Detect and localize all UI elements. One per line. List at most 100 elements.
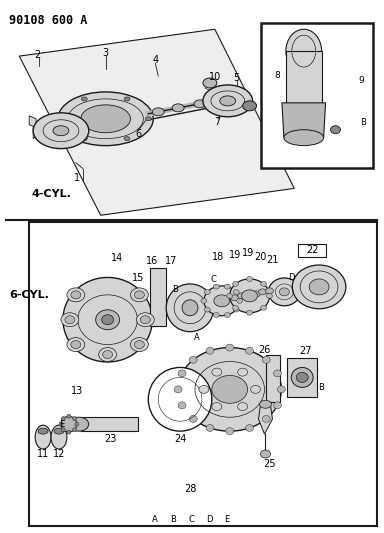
Ellipse shape [141, 316, 150, 324]
Ellipse shape [309, 279, 329, 295]
Text: 19: 19 [228, 250, 241, 260]
Ellipse shape [81, 105, 131, 133]
Ellipse shape [242, 290, 258, 302]
Ellipse shape [260, 450, 270, 458]
Ellipse shape [124, 136, 130, 141]
Text: 1: 1 [74, 173, 80, 183]
Ellipse shape [35, 425, 51, 449]
Ellipse shape [206, 424, 214, 431]
Ellipse shape [237, 298, 243, 303]
Ellipse shape [243, 101, 257, 111]
Ellipse shape [178, 370, 186, 377]
Ellipse shape [134, 341, 144, 349]
Text: 21: 21 [266, 255, 279, 265]
Ellipse shape [258, 289, 266, 295]
Ellipse shape [189, 357, 197, 364]
Ellipse shape [273, 370, 281, 377]
Ellipse shape [292, 265, 346, 309]
Text: 90108 600 A: 90108 600 A [9, 14, 88, 27]
Text: 4-CYL.: 4-CYL. [31, 189, 71, 199]
Ellipse shape [38, 428, 48, 434]
Ellipse shape [201, 298, 207, 303]
Ellipse shape [265, 288, 273, 294]
Bar [266, 354, 280, 402]
Ellipse shape [61, 417, 65, 421]
Ellipse shape [204, 307, 210, 312]
Text: 15: 15 [132, 273, 145, 283]
Ellipse shape [152, 108, 164, 116]
Ellipse shape [226, 344, 234, 351]
Ellipse shape [81, 136, 87, 141]
Text: 11: 11 [37, 449, 49, 459]
Ellipse shape [262, 415, 270, 422]
Ellipse shape [61, 428, 65, 432]
Ellipse shape [204, 286, 240, 316]
Ellipse shape [203, 78, 217, 88]
Polygon shape [29, 116, 36, 128]
Text: C: C [211, 276, 217, 285]
Text: 19: 19 [242, 248, 254, 258]
Text: E: E [59, 419, 64, 429]
Ellipse shape [145, 117, 151, 121]
Ellipse shape [69, 417, 89, 431]
Ellipse shape [172, 104, 184, 112]
Text: 12: 12 [53, 449, 65, 459]
Ellipse shape [61, 416, 77, 432]
Text: 16: 16 [146, 256, 159, 266]
Ellipse shape [199, 385, 209, 393]
Text: 10: 10 [209, 72, 221, 82]
Ellipse shape [51, 425, 67, 449]
Ellipse shape [247, 277, 253, 281]
Text: 27: 27 [299, 345, 311, 356]
Text: B: B [360, 118, 366, 127]
Ellipse shape [213, 312, 219, 318]
Text: C: C [188, 515, 194, 524]
Ellipse shape [230, 279, 270, 313]
Ellipse shape [67, 288, 85, 302]
Text: 25: 25 [263, 459, 276, 469]
Text: 20: 20 [254, 252, 267, 262]
Ellipse shape [214, 295, 230, 307]
Ellipse shape [227, 293, 233, 298]
Ellipse shape [194, 100, 206, 108]
Polygon shape [33, 123, 39, 139]
Ellipse shape [233, 307, 239, 312]
Ellipse shape [136, 313, 154, 327]
Ellipse shape [71, 291, 81, 299]
Text: A: A [194, 333, 200, 342]
Ellipse shape [261, 305, 266, 310]
Ellipse shape [53, 126, 69, 136]
Ellipse shape [174, 386, 182, 393]
Ellipse shape [253, 291, 260, 297]
Ellipse shape [251, 385, 260, 393]
Ellipse shape [65, 316, 75, 324]
Bar [150, 268, 166, 326]
Ellipse shape [233, 289, 239, 295]
Ellipse shape [238, 402, 248, 410]
Text: 24: 24 [174, 434, 186, 444]
Ellipse shape [273, 402, 281, 409]
Polygon shape [19, 29, 294, 215]
Ellipse shape [99, 348, 117, 361]
Ellipse shape [233, 305, 238, 310]
Text: B: B [318, 383, 324, 392]
Ellipse shape [71, 341, 81, 349]
Ellipse shape [247, 310, 253, 315]
Ellipse shape [245, 348, 253, 354]
Ellipse shape [226, 427, 234, 434]
Text: 23: 23 [104, 434, 117, 444]
Ellipse shape [286, 29, 322, 73]
Text: 9: 9 [358, 76, 364, 85]
Ellipse shape [131, 337, 148, 352]
Ellipse shape [58, 92, 153, 146]
Ellipse shape [73, 417, 76, 421]
Text: 14: 14 [111, 253, 124, 263]
Ellipse shape [220, 96, 236, 106]
Polygon shape [81, 417, 138, 431]
Polygon shape [286, 51, 322, 103]
Text: 4: 4 [152, 55, 158, 65]
Ellipse shape [67, 430, 71, 434]
Ellipse shape [75, 422, 79, 426]
Text: A: A [152, 515, 158, 524]
Ellipse shape [284, 130, 324, 146]
